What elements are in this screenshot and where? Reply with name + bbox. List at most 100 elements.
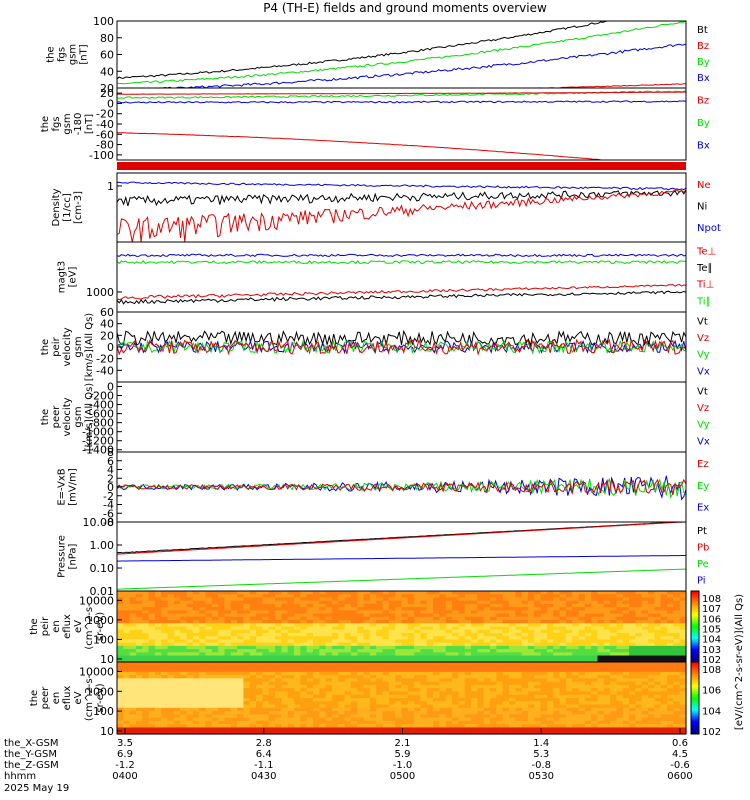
heatmap-cell <box>458 613 466 618</box>
heatmap-cell <box>414 727 422 732</box>
heatmap-cell <box>559 639 567 644</box>
heatmap-cell <box>117 639 124 644</box>
heatmap-cell <box>388 668 396 673</box>
heatmap-cell <box>559 720 567 725</box>
heatmap-cell <box>173 684 181 689</box>
heatmap-cell <box>540 620 548 624</box>
heatmap-cell <box>667 610 674 615</box>
colorbar-segment <box>691 701 699 704</box>
y-axis-label-line: en <box>51 620 62 633</box>
heatmap-cell <box>426 632 434 637</box>
heatmap-cell <box>357 671 365 676</box>
heatmap-cell <box>660 597 668 602</box>
heatmap-cell <box>483 649 491 653</box>
heatmap-cell <box>243 711 251 715</box>
heatmap-cell <box>161 626 169 631</box>
heatmap-cell <box>641 616 649 621</box>
heatmap-cell <box>275 613 282 618</box>
heatmap-cell <box>344 600 352 605</box>
heatmap-cell <box>622 642 630 647</box>
heatmap-cell <box>344 639 352 644</box>
heatmap-cell <box>363 607 371 611</box>
heatmap-cell <box>382 698 390 702</box>
heatmap-cell <box>654 597 662 602</box>
heatmap-cell <box>445 626 453 631</box>
heatmap-cell <box>142 730 150 735</box>
heatmap-cell <box>243 603 251 608</box>
heatmap-cell <box>256 668 264 673</box>
heatmap-cell <box>357 701 365 706</box>
heatmap-cell <box>641 658 649 663</box>
heatmap-cell <box>673 730 681 735</box>
heatmap-cell <box>382 724 390 729</box>
heatmap-cell <box>667 623 674 628</box>
heatmap-cell <box>616 688 624 693</box>
heatmap-cell <box>667 701 674 706</box>
heatmap-cell <box>376 665 384 670</box>
heatmap-cell <box>648 698 655 702</box>
heatmap-cell <box>129 714 137 719</box>
heatmap-cell <box>584 714 592 719</box>
heatmap-cell <box>180 662 188 666</box>
heatmap-cell <box>218 704 226 709</box>
heatmap-cell <box>414 720 422 725</box>
heatmap-cell <box>407 642 415 647</box>
heatmap-cell <box>458 610 466 615</box>
heatmap-cell <box>559 668 567 673</box>
heatmap-cell <box>211 642 219 647</box>
heatmap-cell <box>123 594 131 599</box>
heatmap-cell <box>369 717 377 722</box>
heatmap-cell <box>597 645 605 650</box>
heatmap-cell <box>673 613 681 618</box>
heatmap-cell <box>117 662 124 666</box>
heatmap-cell <box>401 649 409 653</box>
series-line-Ti∥ <box>116 260 687 265</box>
heatmap-cell <box>534 681 542 686</box>
heatmap-cell <box>319 629 327 634</box>
heatmap-cell <box>673 662 681 666</box>
heatmap-cell <box>262 727 270 732</box>
heatmap-cell <box>648 636 655 641</box>
y-axis-label-line: -180 <box>73 113 84 136</box>
heatmap-cell <box>667 636 674 641</box>
heatmap-cell <box>350 610 358 615</box>
heatmap-cell <box>654 636 662 641</box>
heatmap-cell <box>420 714 428 719</box>
heatmap-cell <box>679 629 687 634</box>
heatmap-cell <box>205 639 213 644</box>
heatmap-cell <box>584 629 592 634</box>
heatmap-cell <box>218 671 226 676</box>
heatmap-cell <box>559 649 567 653</box>
heatmap-cell <box>148 668 156 673</box>
heatmap-cell <box>540 688 548 693</box>
heatmap-cell <box>294 668 301 673</box>
x-row-label: the_Y-GSM <box>4 749 57 760</box>
heatmap-cell <box>180 724 188 729</box>
colorbar-segment <box>691 595 699 598</box>
heatmap-cell <box>148 704 156 709</box>
heatmap-cell <box>610 724 618 729</box>
heatmap-cell <box>401 613 409 618</box>
colorbar-segment <box>691 720 699 723</box>
heatmap-cell <box>142 649 150 653</box>
heatmap-cell <box>312 603 320 608</box>
heatmap-cell <box>218 720 226 725</box>
heatmap-cell <box>597 704 605 709</box>
heatmap-cell <box>369 681 377 686</box>
heatmap-cell <box>603 688 611 693</box>
heatmap-cell <box>521 704 529 709</box>
heatmap-cell <box>464 655 472 660</box>
heatmap-cell <box>426 684 434 689</box>
colorbar-segment <box>691 714 699 717</box>
heatmap-cell <box>167 668 175 673</box>
heatmap-cell <box>192 724 200 729</box>
heatmap-cell <box>452 668 459 673</box>
heatmap-cell <box>205 684 213 689</box>
heatmap-cell <box>268 701 276 706</box>
colorbar-segment <box>691 664 699 667</box>
heatmap-cell <box>249 707 257 712</box>
heatmap-cell <box>597 662 605 666</box>
y-axis-label-line: fgs <box>51 116 62 131</box>
heatmap-cell <box>312 720 320 725</box>
heatmap-cell <box>161 727 169 732</box>
